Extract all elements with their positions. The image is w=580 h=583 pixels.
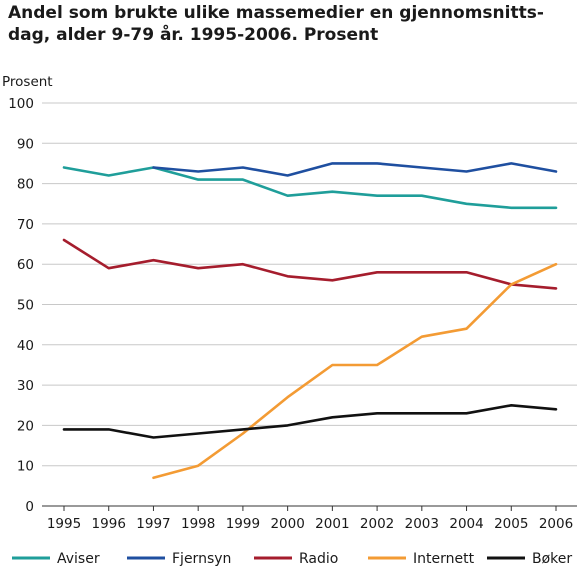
y-tick-label: 0 <box>25 499 34 515</box>
legend-label: Fjernsyn <box>172 551 231 567</box>
series-line <box>152 162 558 177</box>
legend-label: Bøker <box>532 551 572 567</box>
y-tick-label: 90 <box>17 136 34 152</box>
legend-item: Internett <box>368 551 475 567</box>
legend-label: Radio <box>299 551 338 567</box>
series-Internett <box>152 262 558 480</box>
series-line <box>62 404 558 439</box>
x-tick-label: 2004 <box>449 516 483 532</box>
y-tick-label: 10 <box>17 459 34 475</box>
x-tick-label: 2000 <box>270 516 304 532</box>
series-Fjernsyn <box>152 162 558 177</box>
y-tick-label: 80 <box>17 177 34 193</box>
y-tick-label: 100 <box>8 96 34 112</box>
legend-label: Internett <box>413 551 475 567</box>
y-tick-label: 20 <box>17 418 34 434</box>
legend-item: Bøker <box>487 551 572 567</box>
x-tick-label: 2001 <box>315 516 349 532</box>
series-Bøker <box>62 404 558 439</box>
legend-item: Aviser <box>12 551 100 567</box>
y-tick-label: 60 <box>17 257 34 273</box>
legend-item: Fjernsyn <box>127 551 231 567</box>
legend-item: Radio <box>254 551 338 567</box>
x-tick-label: 1996 <box>92 516 126 532</box>
x-tick-label: 2005 <box>494 516 528 532</box>
legend-label: Aviser <box>57 551 100 567</box>
x-tick-label: 1998 <box>181 516 215 532</box>
y-tick-label: 40 <box>17 338 34 354</box>
y-axis-label: Prosent <box>2 74 53 90</box>
x-tick-label: 2002 <box>360 516 394 532</box>
x-tick-label: 2003 <box>405 516 439 532</box>
y-tick-label: 50 <box>17 298 34 314</box>
y-tick-label: 70 <box>17 217 34 233</box>
x-tick-label: 1999 <box>226 516 260 532</box>
x-tick-label: 1995 <box>47 516 81 532</box>
series-line <box>62 166 558 210</box>
chart-title-line-2: dag, alder 9-79 år. 1995-2006. Prosent <box>8 25 379 45</box>
chart-title-line-1: Andel som brukte ulike massemedier en gj… <box>8 3 544 23</box>
chart-title: Andel som brukte ulike massemedier en gj… <box>8 2 578 46</box>
y-tick-label: 30 <box>17 378 34 394</box>
series-line <box>152 262 558 480</box>
series-line <box>62 238 558 290</box>
x-tick-label: 2006 <box>539 516 573 532</box>
x-tick-label: 1997 <box>136 516 170 532</box>
series-Aviser <box>62 166 558 210</box>
